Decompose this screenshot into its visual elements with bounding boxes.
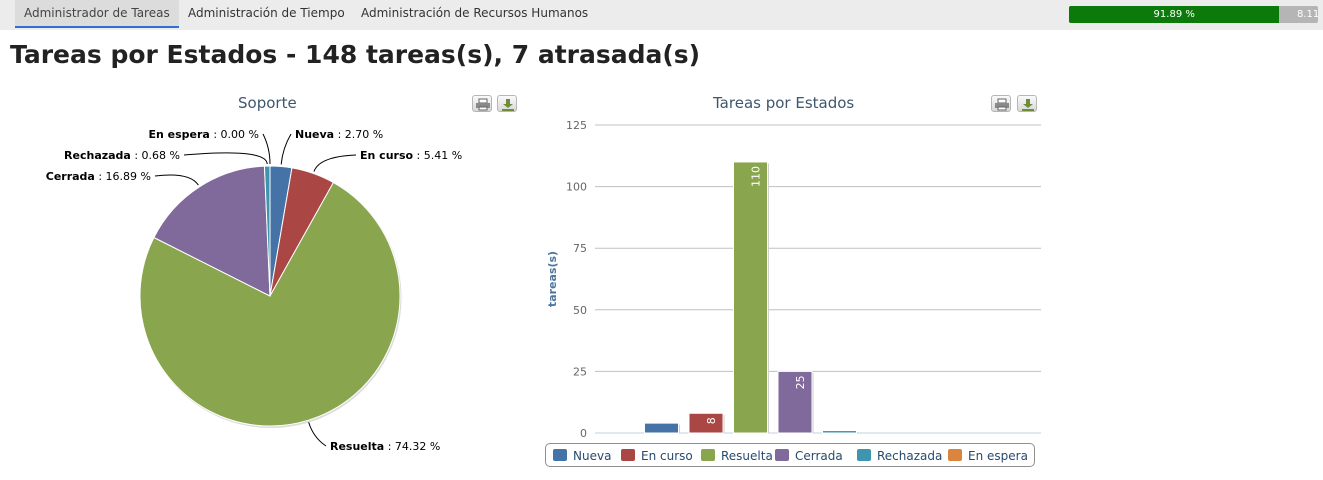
y-tick-label: 25 (573, 365, 587, 378)
legend-label: Resuelta (721, 449, 773, 463)
bar-rechazada[interactable] (822, 430, 857, 434)
pie-chart-title: Soporte (238, 94, 297, 112)
legend-swatch (775, 449, 789, 461)
pie-slice-resuelta[interactable] (139, 181, 401, 427)
pie-connector-en-curso (313, 154, 357, 172)
bar-value-label-en-curso: 8 (705, 417, 718, 424)
download-icon (1022, 99, 1034, 111)
tab-administrador-de-tareas[interactable]: Administrador de Tareas (15, 0, 179, 28)
legend-item-cerrada[interactable]: Cerrada (775, 448, 843, 464)
bar-value-label-cerrada: 25 (794, 375, 807, 389)
bar-en-curso[interactable] (688, 412, 724, 434)
legend-label: Nueva (573, 449, 612, 463)
page-title: Tareas por Estados - 148 tareas(s), 7 at… (10, 40, 701, 69)
y-tick-label: 0 (580, 427, 587, 440)
pie-label-rechazada: Rechazada : 0.68 % (64, 149, 180, 162)
y-tick-label: 75 (573, 242, 587, 255)
legend-swatch (701, 449, 715, 461)
bar-chart: 0 25 50 75 100 125 tareas(s) 8 110 25 (546, 119, 1041, 440)
tab-administracion-de-tiempo[interactable]: Administración de Tiempo (188, 6, 345, 20)
legend-item-en-espera[interactable]: En espera (948, 448, 1028, 464)
legend-item-rechazada[interactable]: Rechazada (857, 448, 942, 464)
legend-label: Cerrada (795, 449, 843, 463)
pie-connector-rechazada (183, 152, 268, 165)
progress-bar: 91.89 % 8.11 (1069, 6, 1318, 23)
legend-item-nueva[interactable]: Nueva (553, 448, 611, 464)
y-axis-label: tareas(s) (546, 251, 559, 307)
y-tick-label: 50 (573, 304, 587, 317)
pie-connector-en-espera (262, 133, 271, 165)
bar-resuelta[interactable] (733, 161, 768, 434)
legend-swatch (948, 449, 962, 461)
bar-nueva[interactable] (644, 422, 679, 434)
bar-value-label-resuelta: 110 (750, 166, 763, 187)
bar-cerrada[interactable] (777, 370, 813, 434)
pie-label-resuelta: Resuelta : 74.32 % (330, 440, 440, 453)
y-tick-label: 100 (566, 181, 587, 194)
pie-connector-nueva (280, 133, 292, 165)
pie-label-nueva: Nueva : 2.70 % (295, 128, 383, 141)
pie-label-cerrada: Cerrada : 16.89 % (46, 170, 151, 183)
legend-swatch (621, 449, 635, 461)
pie-download-button[interactable] (497, 95, 517, 112)
bar-download-button[interactable] (1017, 95, 1037, 112)
pie-print-button[interactable] (472, 95, 492, 112)
top-nav-bar: Administrador de Tareas Administración d… (0, 0, 1323, 30)
pie-chart: Nueva : 2.70 % En curso : 5.41 % Resuelta … (46, 128, 462, 453)
pie-slice-cerrada[interactable] (153, 165, 271, 297)
pie-label-en-curso: En curso : 5.41 % (360, 149, 462, 162)
pie-connector-cerrada (154, 174, 199, 186)
bar-chart-legend: Nueva En curso Resuelta Cerrada Rechazada En … (545, 443, 1035, 467)
pie-slice-rechazada[interactable] (263, 165, 271, 297)
legend-label: Rechazada (877, 449, 943, 463)
legend-item-en-curso[interactable]: En curso (621, 448, 693, 464)
legend-label: En espera (968, 449, 1028, 463)
print-icon (476, 98, 490, 111)
pie-label-en-espera: En espera : 0.00 % (148, 128, 259, 141)
pie-connector-resuelta (308, 422, 327, 447)
bar-print-button[interactable] (991, 95, 1011, 112)
legend-swatch (857, 449, 871, 461)
y-tick-label: 125 (566, 119, 587, 132)
download-icon (502, 99, 514, 111)
print-icon (995, 98, 1009, 111)
progress-bar-fill: 91.89 % (1069, 6, 1280, 23)
legend-item-resuelta[interactable]: Resuelta (701, 448, 773, 464)
legend-swatch (553, 449, 567, 461)
progress-bar-remainder: 8.11 (1297, 9, 1318, 20)
legend-label: En curso (641, 449, 693, 463)
tab-administracion-de-recursos-humanos[interactable]: Administración de Recursos Humanos (361, 6, 589, 20)
bar-chart-title: Tareas por Estados (713, 94, 855, 112)
